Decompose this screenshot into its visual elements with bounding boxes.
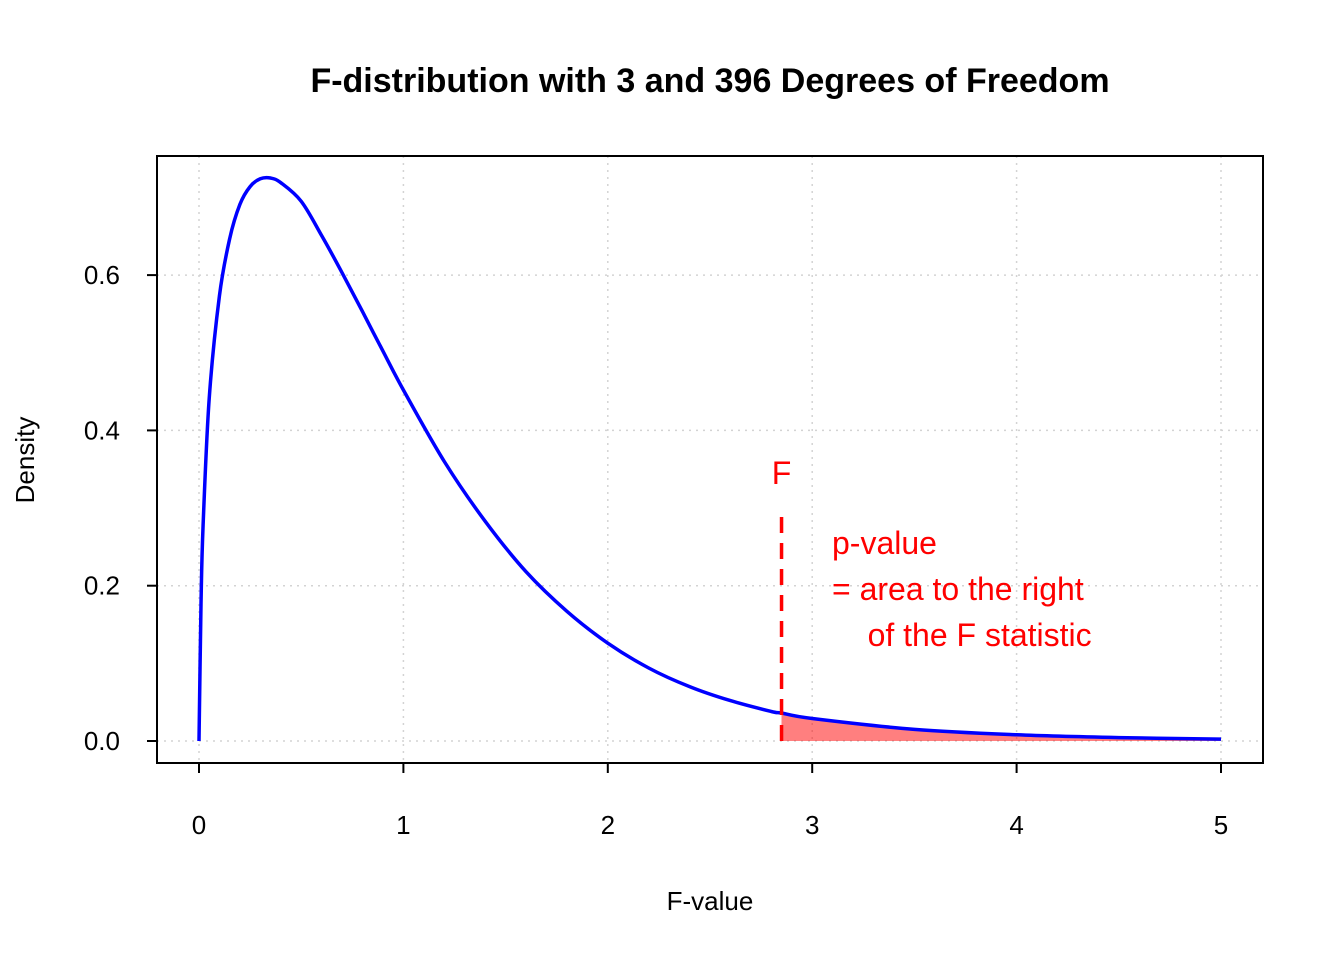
density-curve — [197, 175, 1222, 742]
y-tick-label: 0.4 — [84, 415, 120, 445]
p-value-annotation-line: p-value — [832, 525, 937, 561]
grid-lines — [157, 156, 1263, 763]
p-value-annotation-line: = area to the right — [832, 571, 1084, 607]
x-tick-label: 0 — [192, 810, 206, 840]
x-tick-label: 3 — [805, 810, 819, 840]
x-tick-label: 4 — [1009, 810, 1023, 840]
plot-box — [156, 155, 1264, 764]
x-tick-label: 1 — [396, 810, 410, 840]
annotations: Fp-value = area to the right of the F sta… — [772, 455, 1092, 741]
y-axis-label: Density — [10, 417, 40, 504]
shaded-tail-area — [781, 713, 1221, 741]
y-tick-label: 0.0 — [84, 726, 120, 756]
y-axis: 0.0 0.2 0.4 0.6 — [84, 260, 157, 756]
x-tick-label: 5 — [1214, 810, 1228, 840]
chart-title: F-distribution with 3 and 396 Degrees of… — [310, 62, 1109, 100]
y-tick-label: 0.6 — [84, 260, 120, 290]
p-value-annotation-line: of the F statistic — [832, 617, 1092, 653]
x-tick-label: 2 — [601, 810, 615, 840]
critical-f-label: F — [772, 455, 792, 491]
density-line — [197, 175, 1222, 742]
x-axis-label: F-value — [667, 886, 754, 916]
p-value-area — [781, 713, 1221, 741]
x-axis: 0 1 2 3 4 5 — [192, 763, 1228, 840]
y-tick-label: 0.2 — [84, 571, 120, 601]
